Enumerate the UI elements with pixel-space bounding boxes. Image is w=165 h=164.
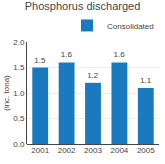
svg-text:0.5: 0.5 [13, 114, 25, 123]
svg-text:Consolidated: Consolidated [107, 22, 154, 31]
svg-text:1.0: 1.0 [13, 89, 25, 98]
svg-text:0.0: 0.0 [13, 140, 25, 149]
svg-text:2002: 2002 [58, 146, 76, 155]
svg-text:Phosphorus discharged: Phosphorus discharged [25, 0, 141, 12]
svg-text:1.2: 1.2 [87, 71, 99, 80]
svg-text:2003: 2003 [84, 146, 102, 155]
svg-text:1.5: 1.5 [34, 56, 46, 65]
svg-text:(inc. tona): (inc. tona) [2, 75, 11, 111]
svg-text:2004: 2004 [111, 146, 129, 155]
svg-text:1.6: 1.6 [61, 50, 73, 59]
svg-text:1.6: 1.6 [114, 50, 126, 59]
svg-text:2005: 2005 [137, 146, 155, 155]
svg-text:2001: 2001 [31, 146, 49, 155]
svg-text:1.1: 1.1 [140, 76, 152, 85]
svg-text:2.0: 2.0 [13, 38, 25, 47]
svg-text:1.5: 1.5 [13, 63, 25, 72]
